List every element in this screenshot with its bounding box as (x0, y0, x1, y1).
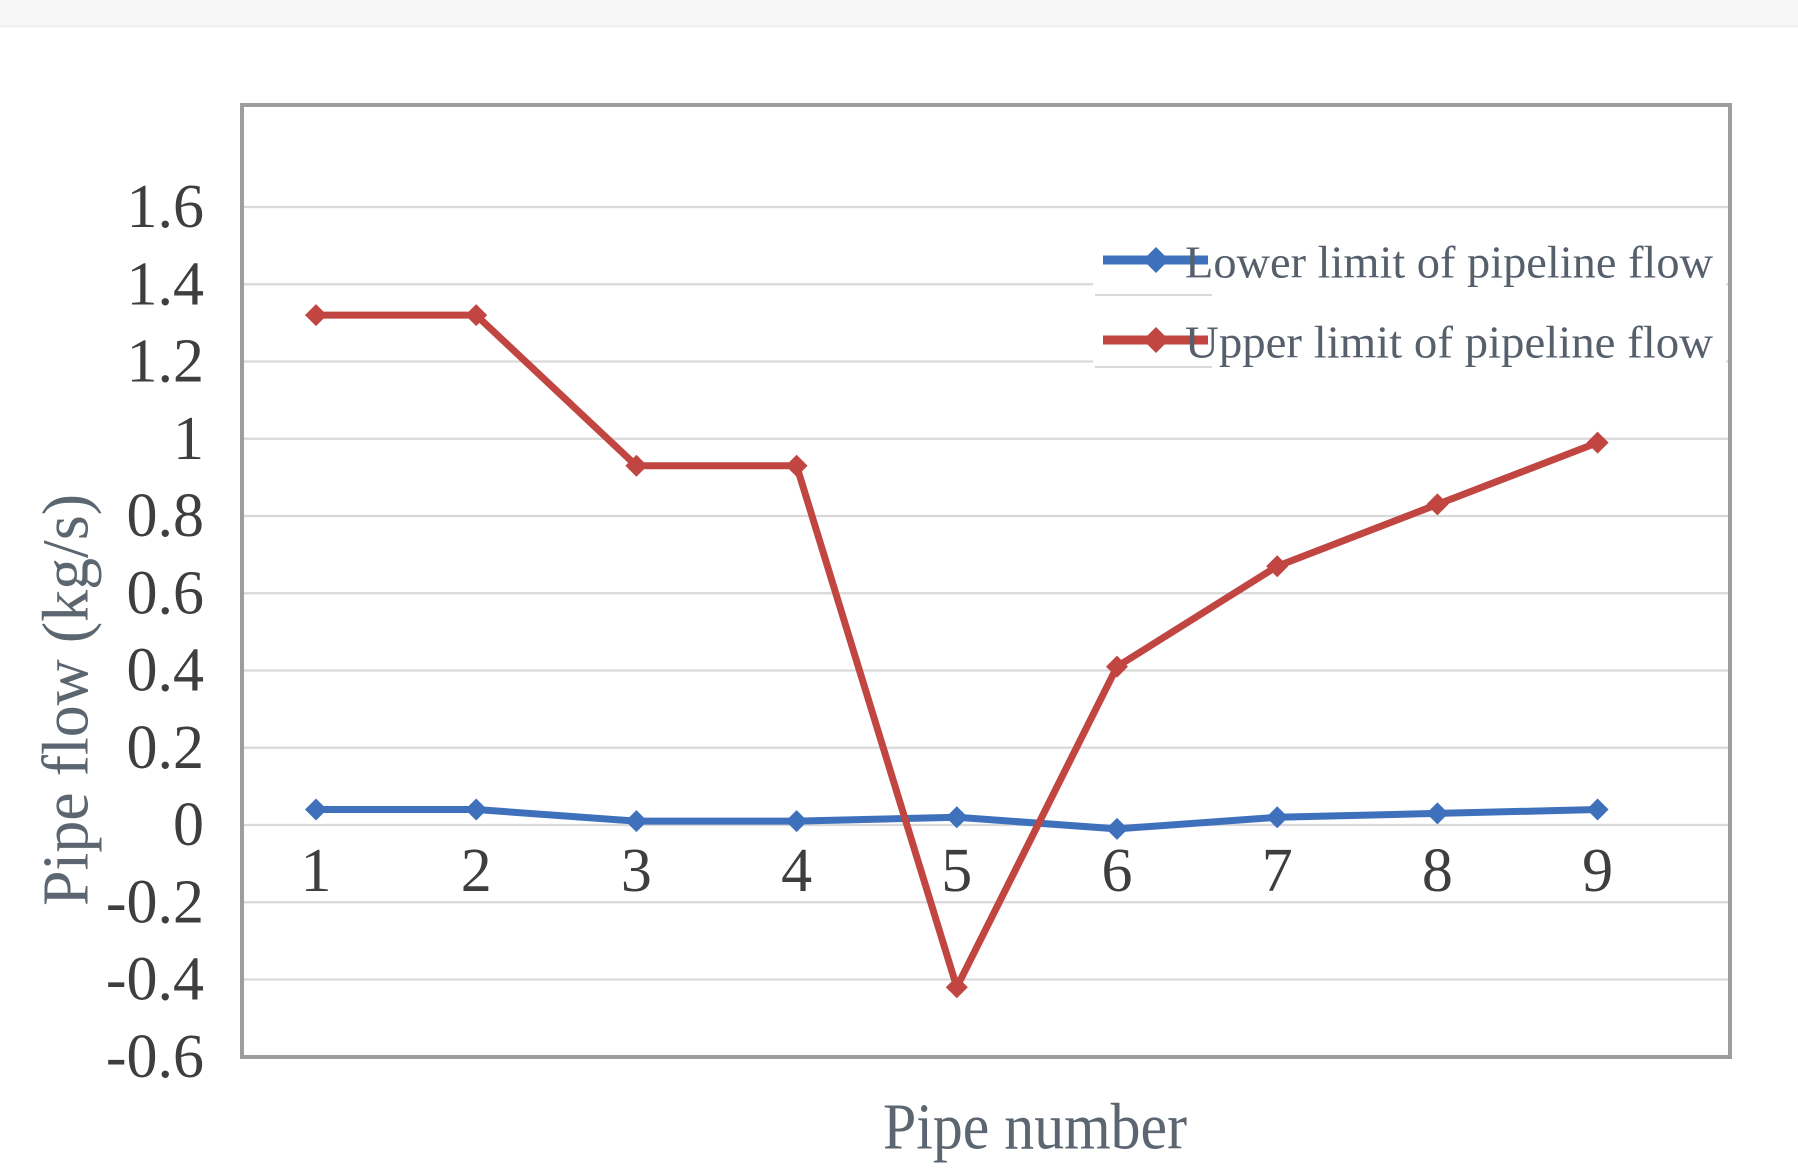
series-upper-limit (305, 304, 1609, 999)
x-axis-title: Pipe number (883, 1091, 1187, 1164)
y-tick-label-1.2: 1.2 (127, 328, 205, 396)
data-point-marker-x7 (1266, 555, 1289, 578)
x-tick-label-2: 2 (461, 837, 492, 905)
legend-label: Lower limit of pipeline flow (1185, 237, 1714, 288)
y-tick-label-1: 1 (173, 405, 204, 473)
y-tick-label-0.4: 0.4 (127, 637, 205, 705)
y-tick-label-0.8: 0.8 (127, 482, 205, 550)
legend-item-lower: Lower limit of pipeline flow (1095, 237, 1714, 296)
data-point-marker-x6 (1106, 655, 1128, 678)
legend-background (1093, 222, 1726, 382)
data-point-marker-x6 (1106, 817, 1128, 840)
data-point-marker-x8 (1426, 493, 1449, 516)
y-tick-label-1.4: 1.4 (127, 250, 205, 318)
legend-item-upper: Upper limit of pipeline flow (1095, 317, 1714, 368)
data-point-marker-x9 (1586, 798, 1609, 821)
data-point-marker-x4 (785, 454, 808, 477)
x-tick-label-3: 3 (621, 837, 652, 905)
x-tick-label-4: 4 (781, 837, 812, 905)
y-tick-label-0.6: 0.6 (127, 559, 205, 627)
data-point-marker-x1 (305, 798, 327, 821)
gridlines-group (242, 205, 1730, 981)
series-lower-limit (305, 798, 1609, 840)
data-point-marker-x5 (945, 976, 968, 999)
x-axis-tick-labels: 1 2 3 4 5 6 7 8 9 (301, 837, 1614, 905)
y-tick-label-0: 0 (173, 791, 204, 859)
x-tick-label-6: 6 (1102, 837, 1133, 905)
y-tick-label--0.4: -0.4 (106, 946, 204, 1014)
legend-marker-icon (1143, 327, 1169, 353)
y-tick-label--0.2: -0.2 (106, 868, 204, 936)
data-point-marker-x8 (1426, 802, 1449, 825)
x-tick-label-7: 7 (1262, 837, 1293, 905)
x-tick-label-8: 8 (1422, 837, 1453, 905)
data-point-marker-x3 (625, 454, 648, 477)
x-tick-label-1: 1 (301, 837, 332, 905)
legend-label: Upper limit of pipeline flow (1185, 317, 1714, 368)
x-tick-label-5: 5 (941, 837, 972, 905)
top-band (0, 0, 1798, 26)
legend: Lower limit of pipeline flow Upper limit … (1093, 222, 1726, 382)
data-point-marker-x2 (465, 798, 488, 821)
data-point-marker-x3 (625, 810, 648, 833)
data-point-marker-x9 (1586, 431, 1609, 454)
data-point-marker-x5 (945, 806, 968, 829)
data-point-marker-x2 (465, 304, 488, 327)
plot-border (240, 103, 1732, 1059)
y-tick-label-0.2: 0.2 (127, 714, 205, 782)
x-tick-label-9: 9 (1582, 837, 1613, 905)
data-point-marker-x4 (785, 810, 808, 833)
y-axis-tick-labels: 1.6 1.4 1.2 1 0.8 0.6 0.4 0.2 0 -0.2 -0.4 -0.6 (106, 173, 204, 1091)
legend-marker-icon (1143, 247, 1169, 273)
y-tick-label--0.6: -0.6 (106, 1023, 204, 1091)
data-point-marker-x1 (305, 304, 327, 327)
y-axis-title: Pipe flow (kg/s) (30, 494, 103, 906)
y-tick-label-1.6: 1.6 (127, 173, 205, 241)
data-point-marker-x7 (1266, 806, 1289, 829)
